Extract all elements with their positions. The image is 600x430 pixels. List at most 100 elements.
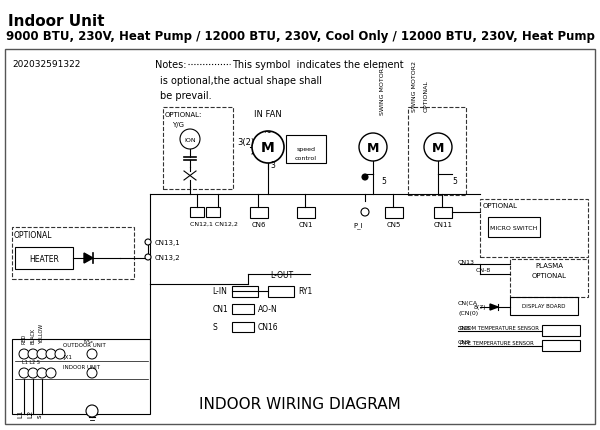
Bar — [12, 339, 150, 414]
Bar — [5, 50, 595, 424]
Text: 5: 5 — [452, 176, 457, 185]
Bar — [15, 247, 73, 269]
Bar — [434, 208, 452, 218]
Text: DISPLAY BOARD: DISPLAY BOARD — [522, 304, 566, 309]
Text: (CN(0): (CN(0) — [458, 310, 478, 315]
Text: CN6: CN6 — [252, 221, 266, 227]
Bar — [510, 259, 588, 297]
Circle shape — [37, 349, 47, 359]
Circle shape — [145, 255, 151, 261]
Text: OPTIONAL: OPTIONAL — [532, 272, 566, 278]
Text: L-OUT: L-OUT — [270, 270, 293, 279]
Bar — [190, 208, 204, 218]
Circle shape — [145, 240, 151, 246]
Text: M: M — [432, 141, 444, 154]
Text: 9000 BTU, 230V, Heat Pump / 12000 BTU, 230V, Cool Only / 12000 BTU, 230V, Heat P: 9000 BTU, 230V, Heat Pump / 12000 BTU, 2… — [6, 30, 595, 43]
Text: AO-N: AO-N — [258, 305, 278, 314]
Text: RY1: RY1 — [298, 287, 312, 296]
Text: 5: 5 — [381, 176, 386, 185]
Text: CN16: CN16 — [258, 323, 278, 332]
Bar — [297, 208, 315, 218]
Text: Indoor Unit: Indoor Unit — [8, 14, 104, 29]
Text: ~: ~ — [264, 128, 272, 138]
Circle shape — [362, 175, 368, 181]
Bar — [232, 304, 254, 314]
Text: OPTIONAL: OPTIONAL — [483, 203, 518, 209]
Bar — [206, 208, 220, 218]
Circle shape — [46, 368, 56, 378]
Bar — [163, 108, 233, 190]
Text: IN FAN: IN FAN — [254, 110, 282, 119]
Text: 3: 3 — [270, 161, 275, 170]
Bar — [480, 200, 588, 258]
Bar — [12, 227, 134, 280]
Text: JX1: JX1 — [63, 354, 72, 359]
Circle shape — [252, 132, 284, 164]
Text: M: M — [261, 141, 275, 155]
Text: 202032591322: 202032591322 — [12, 60, 80, 69]
Text: YELLOW: YELLOW — [40, 323, 44, 343]
Text: PIPE TEMPERATURE SENSOR: PIPE TEMPERATURE SENSOR — [460, 340, 534, 345]
Text: CN-8: CN-8 — [476, 267, 491, 272]
Text: Notes:: Notes: — [155, 60, 187, 70]
Circle shape — [28, 349, 38, 359]
Text: OUTDOOR UNIT: OUTDOOR UNIT — [63, 342, 106, 347]
Text: CN8: CN8 — [458, 325, 471, 330]
Text: ROOM TEMPERATURE SENSOR: ROOM TEMPERATURE SENSOR — [460, 325, 539, 330]
Text: speed: speed — [296, 147, 316, 152]
Bar — [385, 208, 403, 218]
Text: CN13,1: CN13,1 — [155, 240, 181, 246]
Circle shape — [424, 134, 452, 162]
Text: CN11: CN11 — [434, 221, 452, 227]
Bar — [250, 208, 268, 218]
Circle shape — [361, 209, 369, 216]
Text: SWING MOTOR2: SWING MOTOR2 — [412, 61, 417, 112]
Text: Y/G: Y/G — [172, 122, 184, 128]
Circle shape — [46, 349, 56, 359]
Text: 8(7): 8(7) — [474, 305, 487, 310]
Text: be prevail.: be prevail. — [160, 91, 212, 101]
Text: BLACK: BLACK — [31, 327, 35, 343]
Text: is optional,the actual shape shall: is optional,the actual shape shall — [160, 76, 322, 86]
Bar — [408, 108, 466, 196]
Text: control: control — [295, 155, 317, 160]
Text: INDOOR UNIT: INDOOR UNIT — [63, 364, 100, 369]
Polygon shape — [84, 253, 93, 264]
Text: CN13,2: CN13,2 — [155, 255, 181, 261]
Polygon shape — [490, 304, 498, 310]
Text: s: s — [37, 413, 43, 417]
Bar — [232, 322, 254, 332]
Text: OPTIONAL: OPTIONAL — [14, 230, 53, 240]
Text: CN9: CN9 — [458, 340, 471, 345]
Text: CN13: CN13 — [458, 259, 475, 264]
Circle shape — [37, 368, 47, 378]
Circle shape — [359, 134, 387, 162]
Circle shape — [86, 405, 98, 417]
Bar — [542, 340, 580, 351]
Text: M: M — [367, 141, 379, 154]
Bar — [286, 136, 326, 164]
Text: L2: L2 — [27, 409, 33, 417]
Text: L1 L2 S: L1 L2 S — [22, 359, 40, 364]
Text: MICRO SWITCH: MICRO SWITCH — [490, 225, 538, 230]
Text: L-IN: L-IN — [212, 287, 227, 296]
Bar — [542, 325, 580, 336]
Circle shape — [87, 368, 97, 378]
Circle shape — [19, 349, 29, 359]
Text: P_I: P_I — [353, 221, 363, 228]
Text: This symbol  indicates the element: This symbol indicates the element — [232, 60, 404, 70]
Text: CN(CA: CN(CA — [458, 300, 478, 305]
Text: SWING MOTOR1: SWING MOTOR1 — [380, 64, 385, 115]
Text: CN1: CN1 — [213, 305, 229, 314]
Circle shape — [55, 349, 65, 359]
Text: PLASMA: PLASMA — [535, 262, 563, 268]
Text: 3(2): 3(2) — [237, 138, 254, 147]
Text: INDOOR WIRING DIAGRAM: INDOOR WIRING DIAGRAM — [199, 396, 401, 412]
Bar — [232, 286, 258, 297]
Text: ION: ION — [184, 137, 196, 142]
Bar — [510, 297, 578, 315]
Text: CN5: CN5 — [387, 221, 401, 227]
Bar — [268, 286, 294, 297]
Text: OPTIONAL:: OPTIONAL: — [165, 112, 202, 118]
Text: RED: RED — [22, 333, 26, 343]
